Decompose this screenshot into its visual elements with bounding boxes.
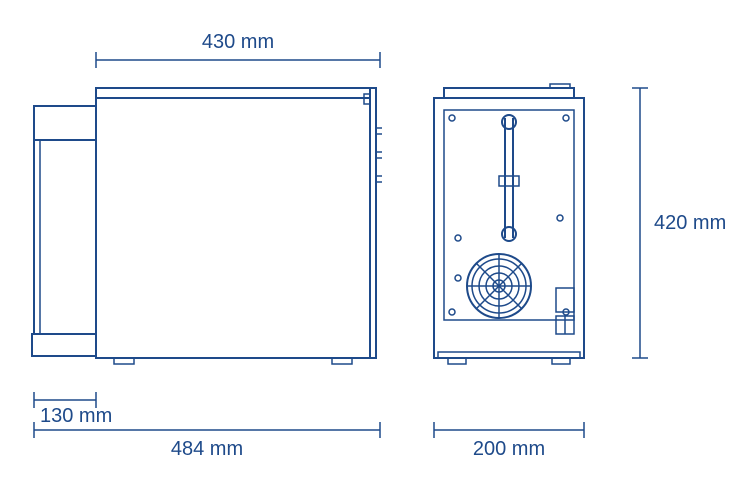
dim-label-484: 484 mm <box>171 438 243 460</box>
dim-label-430: 430 mm <box>202 31 274 53</box>
side-view <box>32 88 382 364</box>
dim-label-420: 420 mm <box>654 212 726 234</box>
dim-label-130: 130 mm <box>40 405 112 427</box>
dim-label-200: 200 mm <box>473 438 545 460</box>
rear-view <box>434 84 584 364</box>
